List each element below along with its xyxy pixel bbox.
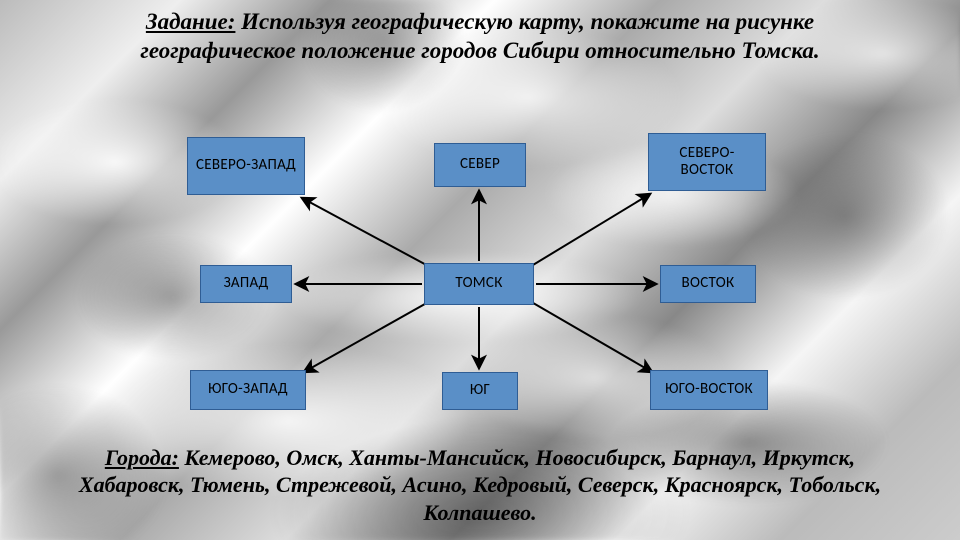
arrow-ne xyxy=(528,194,650,268)
node-s-label: ЮГ xyxy=(470,382,490,399)
arrow-nw xyxy=(302,198,432,268)
node-nw: СЕВЕРО-ЗАПАД xyxy=(187,137,305,195)
task-title-lead: Задание: xyxy=(146,9,236,34)
node-e: ВОСТОК xyxy=(660,265,756,303)
task-title-text: Используя географическую карту, покажите… xyxy=(140,9,819,63)
node-center-label: ТОМСК xyxy=(455,275,502,292)
node-w-label: ЗАПАД xyxy=(224,275,269,292)
node-center: ТОМСК xyxy=(424,263,534,305)
cities-text: Кемерово, Омск, Ханты-Мансийск, Новосиби… xyxy=(79,445,881,525)
node-n: СЕВЕР xyxy=(434,143,526,187)
node-se: ЮГО-ВОСТОК xyxy=(650,370,768,410)
node-ne: СЕВЕРО-ВОСТОК xyxy=(648,133,766,191)
node-ne-label: СЕВЕРО-ВОСТОК xyxy=(653,145,761,180)
arrow-se xyxy=(528,300,652,372)
node-se-label: ЮГО-ВОСТОК xyxy=(665,381,753,398)
node-sw: ЮГО-ЗАПАД xyxy=(190,370,306,410)
cities-list: Города: Кемерово, Омск, Ханты-Мансийск, … xyxy=(65,444,895,527)
node-n-label: СЕВЕР xyxy=(460,156,500,173)
arrow-sw xyxy=(304,300,432,372)
node-e-label: ВОСТОК xyxy=(682,275,735,292)
node-nw-label: СЕВЕРО-ЗАПАД xyxy=(196,157,296,174)
node-s: ЮГ xyxy=(442,372,518,410)
node-sw-label: ЮГО-ЗАПАД xyxy=(208,381,288,398)
task-title: Задание: Используя географическую карту,… xyxy=(70,8,890,66)
cities-lead: Города: xyxy=(105,445,179,470)
node-w: ЗАПАД xyxy=(200,265,292,303)
